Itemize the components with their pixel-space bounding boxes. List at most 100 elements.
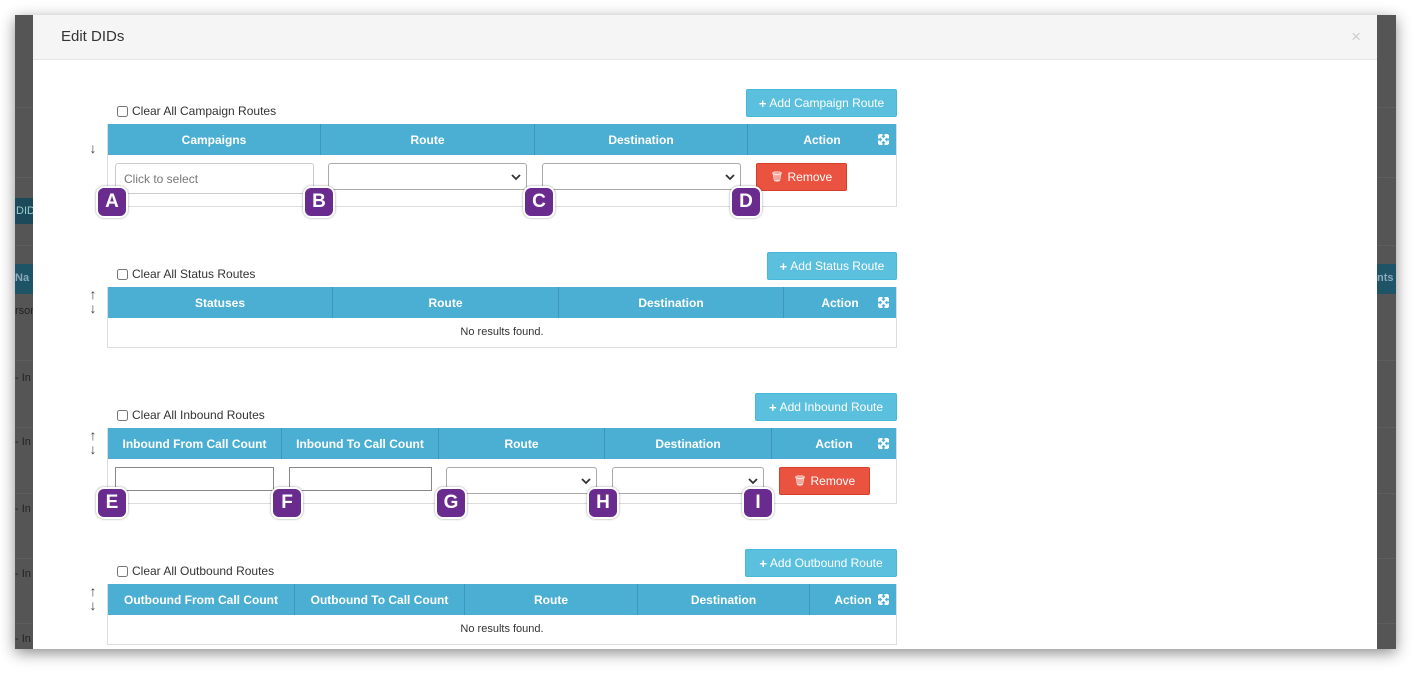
plus-icon: +: [759, 555, 767, 571]
campaign-select[interactable]: Click to select: [115, 163, 314, 194]
add-outbound-route-label: Add Outbound Route: [769, 556, 883, 570]
add-status-route-button[interactable]: + Add Status Route: [767, 252, 897, 280]
trash-icon: 🗑: [770, 171, 784, 183]
column-header: Route: [333, 287, 559, 318]
column-header-action: Action: [748, 124, 896, 155]
annotation-badge: F: [271, 487, 303, 519]
clear-status-routes-checkbox[interactable]: Clear All Status Routes: [117, 267, 255, 281]
annotation-badge: D: [730, 186, 762, 218]
inbound-to-call-count-input[interactable]: [289, 467, 432, 491]
checkbox[interactable]: [117, 565, 128, 577]
chevron-down-icon: [511, 174, 521, 181]
clear-status-routes-label: Clear All Status Routes: [132, 267, 256, 281]
sort-both-icon[interactable]: ↑ ↓: [89, 583, 97, 613]
inbound-routes-table: Inbound From Call Count Inbound To Call …: [107, 428, 897, 504]
close-icon[interactable]: ×: [1351, 27, 1361, 46]
column-header: Action: [834, 592, 872, 607]
column-header-action: Action: [772, 428, 896, 459]
chevron-down-icon: [725, 174, 735, 181]
add-inbound-route-button[interactable]: + Add Inbound Route: [755, 393, 897, 421]
sort-down-icon[interactable]: ↓: [89, 140, 97, 156]
checkbox[interactable]: [117, 105, 128, 117]
bg-row-text: - In: [15, 568, 31, 580]
chevron-down-icon: [748, 478, 758, 485]
clear-inbound-routes-label: Clear All Inbound Routes: [132, 408, 265, 422]
column-header: Action: [821, 295, 859, 310]
remove-inbound-route-button[interactable]: 🗑 Remove: [779, 467, 870, 495]
column-header: Destination: [535, 124, 748, 155]
chevron-down-icon: [581, 478, 591, 485]
column-header: Action: [815, 436, 853, 451]
clear-outbound-routes-checkbox[interactable]: Clear All Outbound Routes: [117, 564, 274, 578]
expand-icon[interactable]: [878, 594, 889, 605]
add-campaign-route-button[interactable]: + Add Campaign Route: [746, 89, 897, 117]
modal-title: Edit DIDs: [61, 28, 125, 45]
column-header: Statuses: [108, 287, 333, 318]
plus-icon: +: [758, 95, 767, 111]
checkbox[interactable]: [117, 409, 128, 421]
table-header: Statuses Route Destination Action: [108, 287, 896, 318]
outbound-routes-table: Outbound From Call Count Outbound To Cal…: [107, 584, 897, 645]
column-header-action: Action: [810, 584, 896, 615]
destination-dropdown[interactable]: [542, 163, 741, 190]
inbound-from-call-count-input[interactable]: [115, 467, 274, 491]
plus-icon: +: [779, 258, 788, 274]
screen: DIDs Na nts rson - In - In - In - In - I…: [15, 15, 1396, 649]
clear-campaign-routes-checkbox[interactable]: Clear All Campaign Routes: [117, 104, 276, 118]
campaign-routes-table: Campaigns Route Destination Action Click…: [107, 124, 897, 207]
clear-inbound-routes-checkbox[interactable]: Clear All Inbound Routes: [117, 408, 265, 422]
bg-header-right: nts: [1377, 272, 1394, 284]
plus-icon: +: [768, 399, 777, 415]
add-inbound-route-label: Add Inbound Route: [779, 400, 883, 414]
column-header: Destination: [638, 584, 810, 615]
annotation-badge: E: [96, 487, 128, 519]
add-outbound-route-button[interactable]: + Add Outbound Route: [745, 549, 897, 577]
remove-label: Remove: [787, 170, 833, 184]
annotation-badge: A: [96, 186, 128, 218]
sort-both-icon[interactable]: ↑ ↓: [89, 286, 97, 316]
column-header: Action: [803, 132, 841, 147]
column-header: Route: [465, 584, 638, 615]
status-routes-table: Statuses Route Destination Action No res…: [107, 287, 897, 348]
sort-both-icon[interactable]: ↑ ↓: [89, 427, 97, 457]
expand-icon[interactable]: [878, 134, 889, 145]
bg-row-text: rson: [15, 305, 37, 317]
bg-row-text: - In: [15, 633, 31, 645]
table-header: Outbound From Call Count Outbound To Cal…: [108, 584, 896, 615]
route-dropdown[interactable]: [328, 163, 527, 190]
bg-tab: DIDs: [15, 198, 35, 224]
bg-row-text: - In: [15, 372, 31, 384]
expand-icon[interactable]: [878, 297, 889, 308]
remove-label: Remove: [810, 474, 856, 488]
column-header: Route: [321, 124, 535, 155]
annotation-badge: I: [742, 487, 774, 519]
route-dropdown[interactable]: [446, 467, 597, 494]
column-header-action: Action: [784, 287, 896, 318]
column-header: Inbound From Call Count: [108, 428, 282, 459]
column-header: Destination: [559, 287, 784, 318]
modal-header: Edit DIDs ×: [33, 15, 1377, 60]
trash-icon: 🗑: [793, 475, 807, 487]
annotation-badge: C: [523, 186, 555, 218]
add-campaign-route-label: Add Campaign Route: [769, 96, 885, 110]
edit-dids-modal: Edit DIDs × Clear All Campaign Routes + …: [33, 15, 1377, 649]
table-header: Inbound From Call Count Inbound To Call …: [108, 428, 896, 459]
column-header: Outbound From Call Count: [108, 584, 295, 615]
remove-campaign-route-button[interactable]: 🗑 Remove: [756, 163, 847, 191]
no-results-text: No results found.: [460, 326, 544, 338]
expand-icon[interactable]: [878, 438, 889, 449]
annotation-badge: H: [587, 487, 619, 519]
no-results-text: No results found.: [460, 623, 544, 635]
table-header: Campaigns Route Destination Action: [108, 124, 896, 155]
annotation-badge: G: [435, 487, 467, 519]
bg-header-left: Na: [15, 272, 30, 284]
column-header: Destination: [605, 428, 772, 459]
add-status-route-label: Add Status Route: [790, 259, 885, 273]
destination-dropdown[interactable]: [612, 467, 764, 494]
clear-campaign-routes-label: Clear All Campaign Routes: [132, 104, 277, 118]
checkbox[interactable]: [117, 268, 128, 280]
bg-row-text: - In: [15, 436, 31, 448]
column-header: Outbound To Call Count: [295, 584, 465, 615]
clear-outbound-routes-label: Clear All Outbound Routes: [132, 564, 275, 578]
column-header: Inbound To Call Count: [282, 428, 439, 459]
